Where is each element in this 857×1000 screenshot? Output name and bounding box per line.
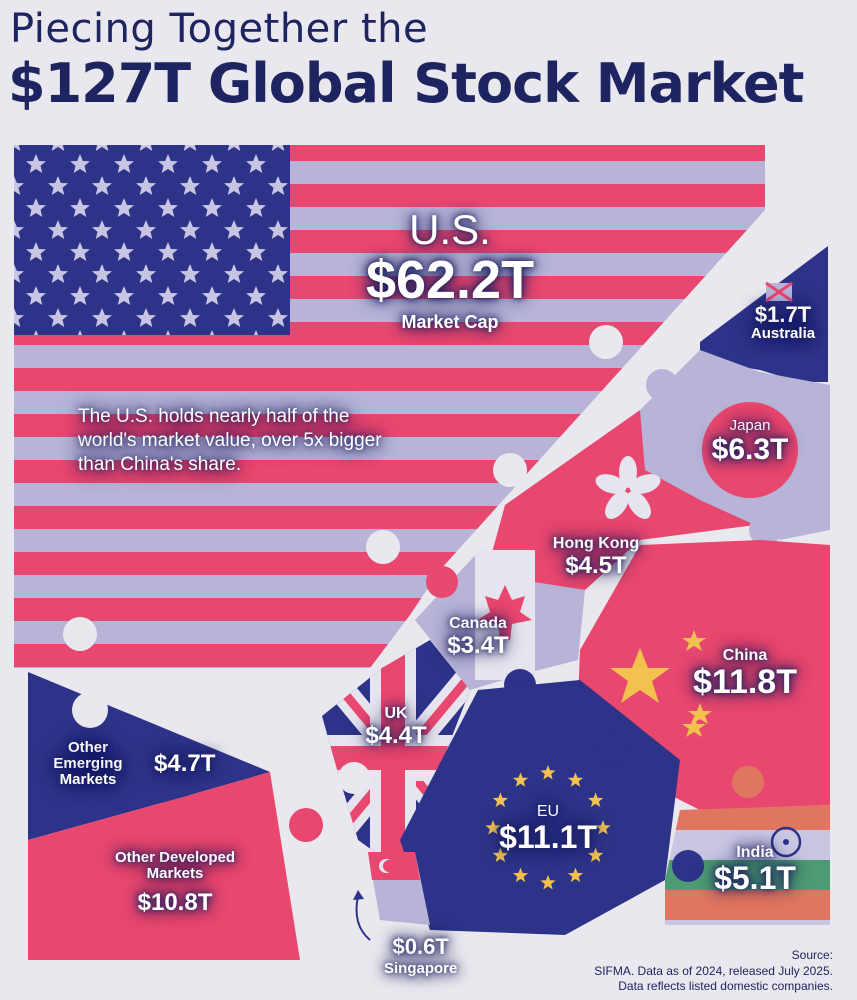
other-developed-value: $10.8T	[137, 888, 213, 916]
piece-hong-kong	[490, 410, 781, 590]
eu-flag-star	[512, 772, 529, 787]
label-australia: $1.7T Australia	[738, 303, 828, 342]
label-other-developed: Other Developed Markets $10.8T	[110, 850, 240, 915]
singapore-value: $0.6T	[392, 934, 449, 959]
singapore-name: Singapore	[384, 960, 458, 977]
piece-singapore	[368, 852, 430, 925]
japan-name: Japan	[729, 417, 771, 434]
china-value: $11.8T	[693, 662, 797, 701]
other-developed-name: Other Developed Markets	[114, 849, 236, 882]
uk-value: $4.4T	[365, 721, 427, 749]
eu-flag-star	[492, 792, 508, 807]
canada-name: Canada	[449, 615, 507, 632]
label-india: India $5.1T	[700, 844, 810, 896]
label-hong-kong: Hong Kong $4.5T	[536, 535, 656, 579]
eu-flag-star	[595, 820, 611, 835]
other-emerging-value: $4.7T	[154, 750, 216, 778]
australia-name: Australia	[750, 325, 816, 343]
india-name: India	[736, 844, 774, 861]
other-emerging-name: Other Emerging Markets	[53, 739, 123, 788]
source-line-1: Source:	[791, 948, 833, 962]
india-value: $5.1T	[714, 859, 796, 896]
us-note: The U.S. holds nearly half of the world'…	[78, 406, 382, 475]
eu-name: EU	[536, 803, 560, 820]
label-other-emerging: Other Emerging Markets $4.7T	[38, 740, 238, 787]
eu-flag-star	[588, 847, 604, 862]
label-us: U.S. $62.2T Market Cap	[340, 206, 560, 332]
source-line-2: SIFMA. Data as of 2024, released July 20…	[594, 963, 833, 978]
singapore-pointer	[355, 895, 371, 941]
eu-flag-star	[540, 875, 556, 890]
us-value: $62.2T	[365, 250, 535, 311]
hong-kong-value: $4.5T	[565, 551, 627, 579]
japan-value: $6.3T	[711, 432, 789, 466]
australia-value: $1.7T	[754, 302, 812, 327]
source-line-3: Data reflects listed domestic companies.	[618, 979, 833, 994]
piece-other-developed	[28, 772, 323, 960]
label-canada: Canada $3.4T	[428, 615, 528, 659]
source-note: Source: SIFMA. Data as of 2024, released…	[594, 948, 833, 995]
eu-value: $11.1T	[499, 818, 597, 855]
piece-australia	[700, 246, 828, 382]
canada-value: $3.4T	[447, 631, 509, 659]
eu-flag-star	[485, 820, 501, 835]
label-singapore: $0.6T Singapore	[384, 934, 457, 977]
piece-canada	[415, 550, 585, 701]
hong-kong-name: Hong Kong	[552, 535, 640, 552]
label-eu: EU $11.1T	[488, 803, 608, 855]
piece-japan	[640, 350, 830, 540]
title-line-1: Piecing Together the	[10, 6, 429, 52]
eu-flag-star	[492, 847, 508, 862]
eu-flag-star	[567, 772, 584, 787]
label-uk: UK $4.4T	[346, 705, 446, 749]
us-sub: Market Cap	[401, 311, 499, 332]
title-line-2: $127T Global Stock Market	[8, 52, 804, 115]
label-china: China $11.8T	[680, 647, 810, 701]
us-name: U.S.	[409, 206, 491, 253]
eu-flag-star	[588, 792, 604, 807]
eu-flag-star	[512, 867, 529, 883]
china-name: China	[722, 647, 768, 664]
eu-flag-star	[567, 867, 584, 883]
eu-flag-star	[540, 765, 556, 780]
piece-eu	[400, 680, 680, 935]
piece-india	[665, 766, 830, 925]
label-japan: Japan $6.3T	[700, 418, 800, 465]
uk-name: UK	[384, 705, 408, 722]
